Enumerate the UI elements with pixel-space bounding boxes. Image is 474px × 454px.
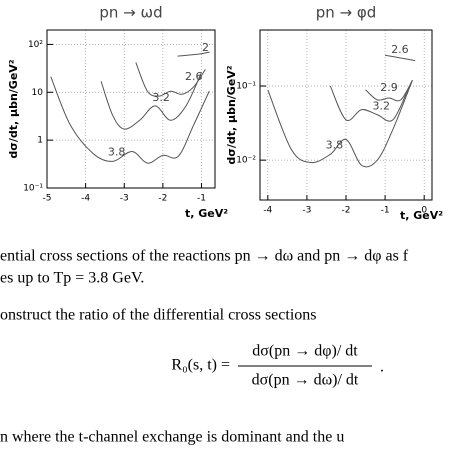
caption-line: es up to Tp = 3.8 GeV. [0, 270, 144, 287]
curve-label: 3.2 [373, 100, 391, 113]
x-tick-label: -4 [81, 194, 90, 204]
y-tick-label: 10⁻¹ [236, 82, 256, 92]
x-tick-label: -4 [263, 206, 272, 216]
y-tick-label: 10⁻² [236, 156, 256, 166]
x-tick-label: -2 [158, 194, 167, 204]
curve-label: 3.8 [108, 145, 126, 158]
caption-line: ential cross sections of the reactions p… [0, 248, 409, 265]
y-axis-label: dσ/dt, μbn/GeV² [7, 59, 20, 158]
y-tick-label: 10 [32, 88, 44, 98]
curve-label: 3.8 [326, 138, 344, 151]
curve [385, 54, 416, 62]
y-tick-label: 10² [28, 40, 43, 50]
curve [365, 79, 413, 102]
x-tick-label: -3 [302, 206, 311, 216]
chart-title: pn → ωd [99, 4, 162, 22]
y-tick-label: 1 [37, 136, 43, 146]
curve-label: 2.9 [380, 81, 398, 94]
curve [100, 72, 202, 130]
x-tick-label: -5 [43, 194, 52, 204]
y-tick-label: 10⁻¹ [23, 184, 43, 194]
curve-label: 2 [202, 41, 209, 54]
curve [50, 76, 210, 164]
x-tick-label: -1 [197, 194, 206, 204]
curve [177, 51, 210, 57]
equation-denominator: dσ(pn → dω)/ dt [252, 372, 359, 389]
curve [267, 79, 413, 168]
x-tick-label: 0 [421, 206, 427, 216]
x-tick-label: -1 [381, 206, 390, 216]
plot-frame [259, 29, 433, 201]
equation-numerator: dσ(pn → dφ)/ dt [252, 343, 358, 360]
x-tick-label: -3 [120, 194, 129, 204]
paragraph: n where the t-channel exchange is domina… [0, 429, 344, 446]
x-axis-label: t, GeV² [400, 209, 443, 222]
curve-label: 2.6 [391, 43, 409, 56]
equation-end: . [380, 359, 384, 376]
x-axis-label: t, GeV² [185, 207, 228, 220]
curve-label: 3.2 [152, 91, 170, 104]
curve [135, 62, 206, 97]
paragraph: onstruct the ratio of the differential c… [0, 307, 317, 324]
x-tick-label: -2 [342, 206, 351, 216]
chart-title: pn → φd [316, 4, 377, 22]
curve [329, 85, 409, 122]
plot-frame [46, 29, 216, 189]
equation-lhs: R₀(s, t) = [171, 357, 230, 374]
y-axis-label: dσ/dt, μbn/GeV² [225, 65, 238, 164]
